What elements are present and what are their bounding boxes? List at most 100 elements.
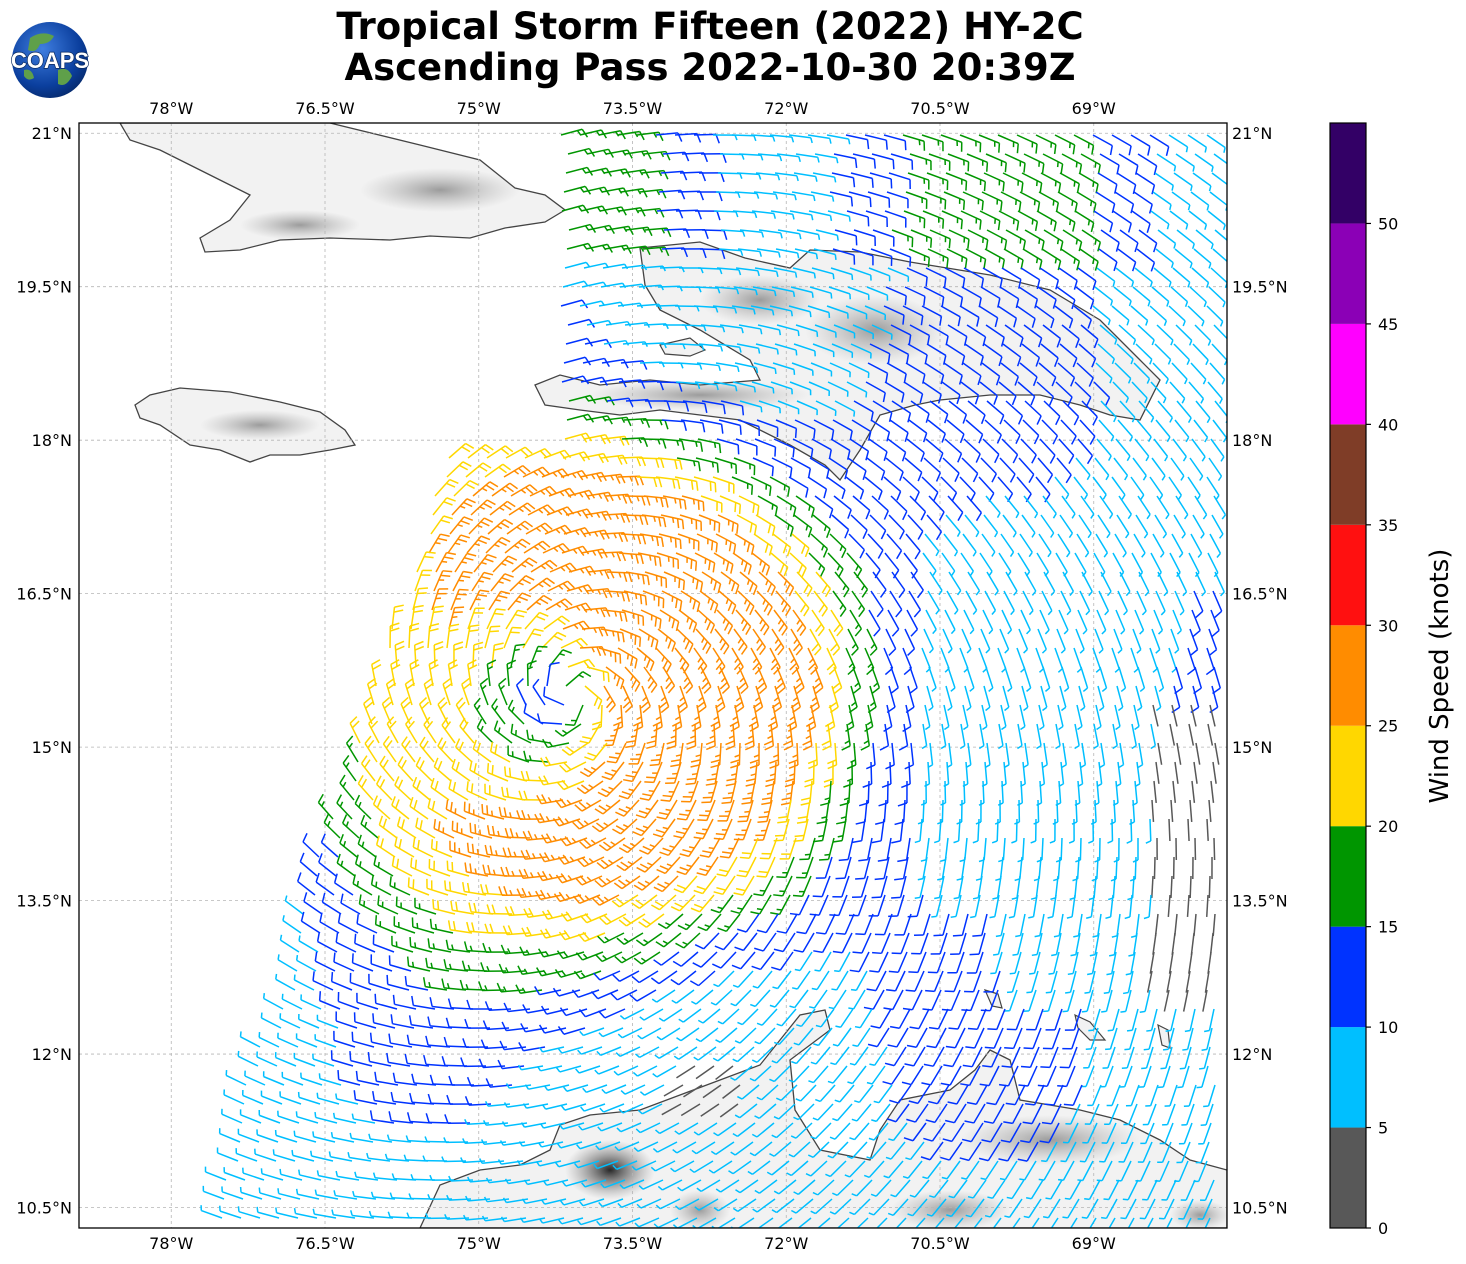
wind-barb <box>503 465 531 478</box>
wind-barb <box>1080 324 1099 349</box>
wind-barb <box>717 1008 740 1025</box>
wind-barb <box>391 935 414 953</box>
wind-barb <box>824 704 836 732</box>
wind-barb <box>360 755 376 782</box>
wind-barb <box>437 737 454 763</box>
wind-barb <box>796 571 813 597</box>
wind-barb <box>428 533 450 554</box>
wind-barb <box>981 362 1001 386</box>
wind-barb <box>466 535 491 554</box>
wind-barb <box>852 495 871 520</box>
wind-barb <box>699 837 721 858</box>
wind-barb <box>845 305 868 320</box>
wind-barb <box>751 1046 774 1063</box>
wind-barb <box>747 1160 771 1175</box>
wind-barb <box>852 1027 871 1047</box>
wind-barb <box>794 419 816 439</box>
wind-barb <box>504 538 531 554</box>
wind-barb <box>1212 913 1216 936</box>
wind-barb <box>813 590 828 617</box>
wind-barb <box>1122 970 1134 995</box>
wind-barb <box>563 356 592 366</box>
wind-barb <box>992 932 1005 956</box>
wind-barb <box>889 590 903 618</box>
wind-barb <box>1040 514 1055 538</box>
wind-barb <box>716 609 734 635</box>
wind-barb <box>484 783 507 801</box>
wind-barb <box>810 1046 831 1065</box>
wind-barb <box>1003 1103 1024 1125</box>
wind-barb <box>716 856 738 877</box>
wind-barb <box>571 989 600 999</box>
wind-barb <box>695 628 712 654</box>
wind-barb <box>449 516 474 535</box>
wind-barb <box>983 685 991 712</box>
wind-barb <box>755 343 779 355</box>
wind-barb <box>710 704 721 732</box>
wind-barb <box>924 704 931 731</box>
wind-barb <box>904 1046 926 1067</box>
wind-barb <box>1081 400 1098 426</box>
wind-barb <box>1042 495 1057 519</box>
wind-barb <box>789 210 814 221</box>
wind-barb <box>1093 381 1111 407</box>
wind-barb <box>298 935 319 953</box>
wind-barb <box>776 1084 798 1102</box>
wind-barb <box>794 248 819 260</box>
wind-barb <box>1087 951 1098 976</box>
wind-barb <box>634 1046 660 1059</box>
wind-barb <box>428 859 451 877</box>
wind-barb <box>924 533 940 557</box>
wind-barb <box>1097 514 1111 539</box>
lon-tick-label-top: 75°W <box>457 99 501 118</box>
wind-barb <box>349 716 361 744</box>
wind-barb <box>1208 875 1211 899</box>
wind-barb <box>757 799 773 823</box>
wind-barb <box>1114 533 1127 558</box>
wind-barb <box>864 134 888 150</box>
wind-barb <box>562 280 589 288</box>
wind-barb <box>761 780 775 806</box>
wind-barb <box>624 150 652 160</box>
wind-barb <box>532 678 546 706</box>
wind-barb <box>1170 457 1185 481</box>
wind-barb <box>356 914 378 934</box>
wind-barb <box>998 1065 1019 1087</box>
wind-barb <box>845 476 865 500</box>
wind-barb <box>1118 742 1125 769</box>
wind-barb <box>396 816 417 839</box>
wind-barb <box>1092 134 1113 156</box>
wind-barb <box>984 590 997 615</box>
wind-barb <box>730 1141 754 1156</box>
wind-barb <box>1174 761 1179 784</box>
wind-barb <box>1023 989 1037 1012</box>
wind-barb <box>670 970 697 986</box>
wind-barb <box>1011 875 1021 900</box>
wind-barb <box>673 875 698 894</box>
wind-barb <box>584 685 603 710</box>
wind-barb <box>713 210 739 218</box>
wind-barb <box>868 1198 890 1216</box>
wind-barb <box>769 305 794 317</box>
wind-barb <box>906 609 919 637</box>
wind-barb <box>416 551 436 573</box>
wind-barb <box>979 381 998 405</box>
wind-barb <box>656 856 681 875</box>
wind-barb <box>521 926 549 937</box>
wind-barb <box>713 552 734 574</box>
wind-barb <box>890 666 899 695</box>
wind-barb <box>854 1008 873 1029</box>
wind-barb <box>925 970 944 993</box>
wind-barb <box>712 305 738 314</box>
wind-barb <box>1137 666 1146 692</box>
wind-barb <box>277 954 298 972</box>
wind-barb <box>412 776 431 801</box>
wind-barb <box>597 1008 626 1019</box>
wind-barb <box>277 1188 301 1200</box>
wind-barb <box>1088 818 1095 844</box>
wind-barb <box>1154 172 1174 191</box>
wind-barb <box>503 626 522 649</box>
wind-barb <box>1186 647 1196 676</box>
wind-barb <box>461 882 487 896</box>
wind-barb <box>921 134 944 152</box>
